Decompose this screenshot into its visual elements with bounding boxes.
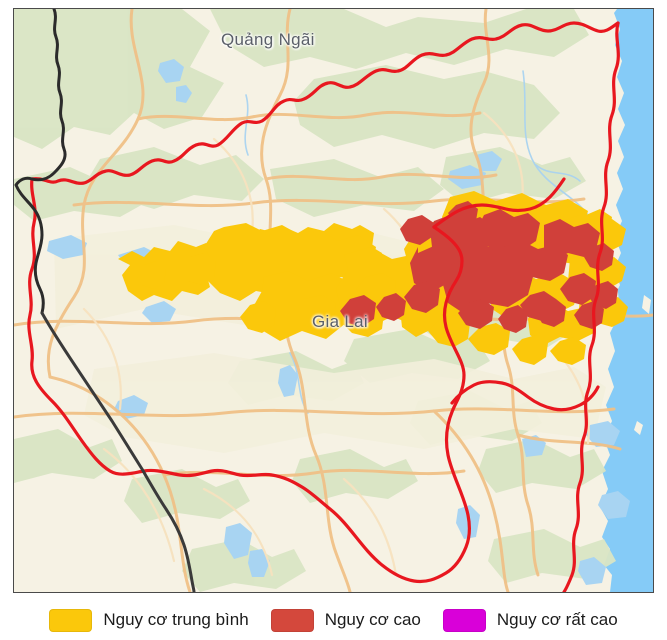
legend-item-medium[interactable]: Nguy cơ trung bình <box>49 608 249 632</box>
legend: Nguy cơ trung bình Nguy cơ cao Nguy cơ r… <box>0 600 667 640</box>
roads-minor <box>82 111 590 577</box>
province-border-south <box>27 177 471 584</box>
province-border-northeast <box>432 177 566 229</box>
province-border <box>30 21 620 185</box>
roads <box>14 9 653 592</box>
legend-item-high[interactable]: Nguy cơ cao <box>270 608 421 632</box>
legend-item-very-high[interactable]: Nguy cơ rất cao <box>442 608 618 632</box>
legend-label-very-high: Nguy cơ rất cao <box>496 610 618 629</box>
legend-swatch-medium-icon <box>49 608 93 632</box>
legend-label-high: Nguy cơ cao <box>324 610 421 629</box>
map-canvas[interactable] <box>14 9 653 592</box>
legend-swatch-very-high-icon <box>442 608 486 632</box>
country-border-south <box>40 311 196 592</box>
island-1 <box>642 295 651 314</box>
legend-label-medium: Nguy cơ trung bình <box>103 610 249 629</box>
risk-zone-high[interactable] <box>340 201 618 333</box>
province-border-mid-lobe <box>450 380 600 412</box>
map-frame[interactable]: Quảng Ngãi Gia Lai <box>13 8 654 593</box>
island-2 <box>634 421 643 435</box>
province-border-coast <box>562 21 620 592</box>
legend-swatch-high-icon <box>270 608 314 632</box>
country-border <box>14 9 67 315</box>
